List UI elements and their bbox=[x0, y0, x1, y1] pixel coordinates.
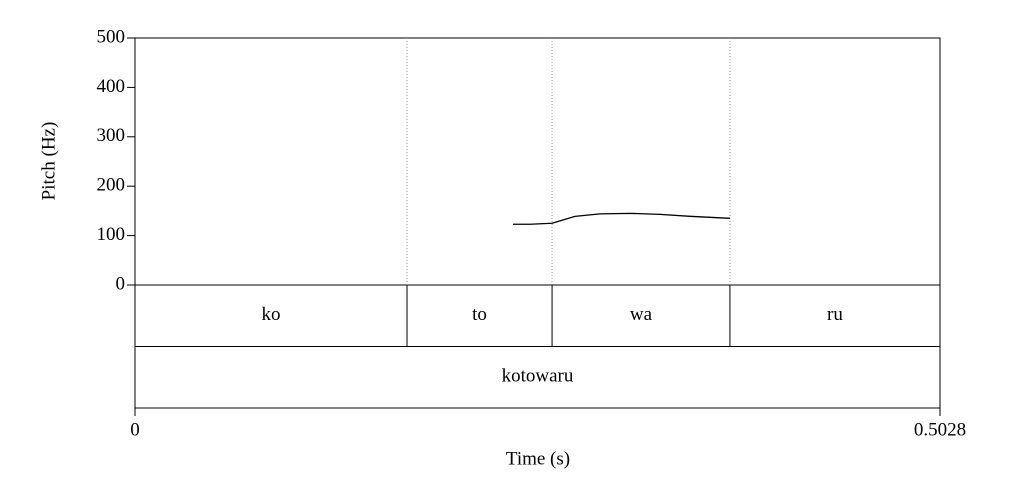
y-tick-label: 100 bbox=[97, 224, 126, 245]
plot-frame bbox=[134, 37, 941, 409]
interval-label: wa bbox=[630, 304, 653, 325]
interval-label: ko bbox=[262, 304, 281, 325]
interval-label: to bbox=[472, 304, 487, 325]
x-axis-label: Time (s) bbox=[506, 448, 570, 469]
x-tick-label: 0 bbox=[130, 419, 140, 440]
interval-label: kotowaru bbox=[502, 366, 574, 387]
y-tick-label: 500 bbox=[97, 26, 126, 47]
y-tick-label: 400 bbox=[97, 76, 126, 97]
y-tick-label: 200 bbox=[97, 175, 126, 196]
pitch-line bbox=[513, 212, 730, 225]
y-tick-label: 0 bbox=[116, 273, 126, 294]
interval-label: ru bbox=[827, 304, 843, 325]
y-axis-label: Pitch (Hz) bbox=[38, 122, 59, 201]
y-tick-label: 300 bbox=[97, 125, 126, 146]
x-tick-label: 0.5028 bbox=[914, 419, 966, 440]
